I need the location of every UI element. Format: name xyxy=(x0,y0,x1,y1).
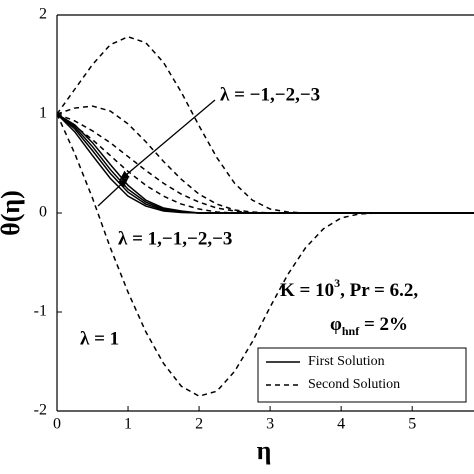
y-tick-label: -1 xyxy=(34,303,47,320)
solid-line xyxy=(56,113,474,214)
solid-line xyxy=(56,113,474,214)
arrow xyxy=(119,99,216,181)
annotation-part: = 2% xyxy=(359,314,408,335)
dashed-line xyxy=(56,113,474,397)
annotation: λ = 1 xyxy=(80,328,119,349)
annotation: λ = 1,−1,−2,−3 xyxy=(118,228,232,249)
dashed-line xyxy=(56,113,474,214)
legend-label: First Solution xyxy=(308,354,385,369)
x-tick-label: 2 xyxy=(195,416,203,433)
legend-box xyxy=(257,347,467,403)
annotation: λ = −1,−2,−3 xyxy=(220,84,320,105)
x-tick-label: 0 xyxy=(53,416,61,433)
y-axis-label: θ(η) xyxy=(0,190,25,236)
x-tick-label: 3 xyxy=(266,416,274,433)
solid-line xyxy=(56,113,474,214)
legend-label: Second Solution xyxy=(308,377,400,392)
annotation: K = 103, Pr = 6.2, xyxy=(280,276,418,302)
annotation: φhnf = 2% xyxy=(330,314,408,337)
dashed-line xyxy=(56,105,474,214)
y-tick-label: -2 xyxy=(34,402,47,419)
x-tick-label: 1 xyxy=(124,416,132,433)
x-axis-label: η xyxy=(257,436,272,465)
annotation-part: K = 10 xyxy=(280,280,334,301)
y-tick-label: 2 xyxy=(39,6,47,23)
y-tick-label: 0 xyxy=(39,204,47,221)
solid-line xyxy=(56,113,474,214)
y-tick-label: 1 xyxy=(39,105,47,122)
x-tick-label: 5 xyxy=(408,416,416,433)
annotation-part: φ xyxy=(330,314,342,335)
annotation-part: , Pr = 6.2, xyxy=(340,280,418,301)
dashed-line xyxy=(56,113,474,214)
x-tick-label: 4 xyxy=(337,416,345,433)
arrow xyxy=(97,177,129,207)
annotation-sup: 3 xyxy=(334,276,340,290)
annotation-sub: hnf xyxy=(342,324,360,338)
plot-area xyxy=(56,14,474,412)
